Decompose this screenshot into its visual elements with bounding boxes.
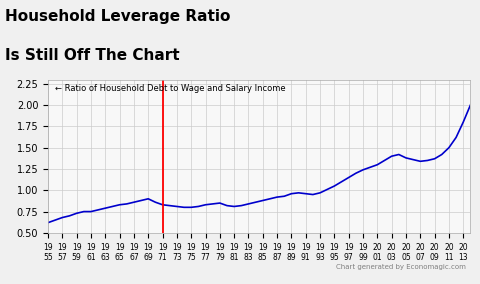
Text: Is Still Off The Chart: Is Still Off The Chart: [5, 48, 180, 63]
Text: ← Ratio of Household Debt to Wage and Salary Income: ← Ratio of Household Debt to Wage and Sa…: [55, 83, 286, 93]
Text: Household Leverage Ratio: Household Leverage Ratio: [5, 9, 230, 24]
Text: Chart generated by Economagic.com: Chart generated by Economagic.com: [336, 264, 466, 270]
